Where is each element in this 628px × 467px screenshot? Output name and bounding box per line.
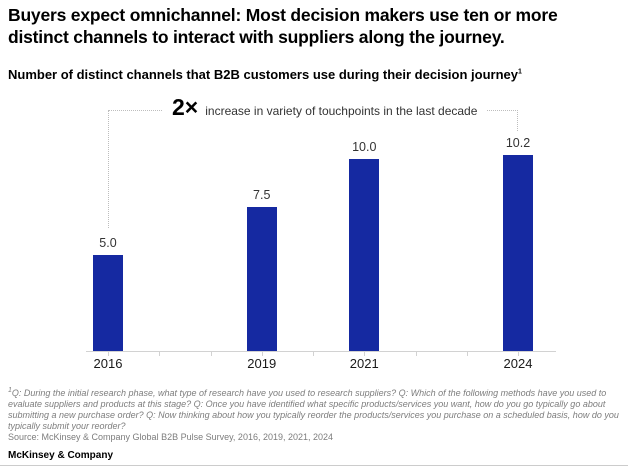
footnote: 1Q: During the initial research phase, w…	[8, 387, 622, 443]
chart-subtitle-text: Number of distinct channels that B2B cus…	[8, 67, 518, 82]
bar-value-2019: 7.5	[253, 188, 271, 202]
bar-2019	[246, 207, 277, 351]
axis-tick-2016	[108, 352, 109, 356]
year-label-2019: 2019	[247, 356, 277, 371]
bracket-left-drop-line	[108, 110, 109, 228]
axis-tick-2023	[466, 352, 468, 356]
axis-tick-2022	[415, 352, 417, 356]
bar-value-2016: 5.0	[99, 236, 117, 250]
page-title: Buyers expect omnichannel: Most decision…	[8, 5, 558, 47]
bottom-divider	[0, 465, 628, 466]
bar-2021	[349, 159, 380, 351]
bar-2016	[93, 255, 123, 351]
year-label-2016: 2016	[93, 356, 123, 371]
mckinsey-logo: McKinsey & Company	[8, 450, 114, 461]
axis-tick-2019	[261, 352, 263, 356]
chart-subtitle: Number of distinct channels that B2B cus…	[8, 67, 614, 82]
footnote-questions: 1Q: During the initial research phase, w…	[8, 387, 619, 431]
axis-tick-2021	[364, 352, 366, 356]
footnote-source: Source: McKinsey & Company Global B2B Pu…	[8, 431, 334, 442]
year-label-2024: 2024	[503, 356, 533, 371]
axis-tick-2017	[159, 352, 161, 356]
annotation-callout: 2× increase in variety of touchpoints in…	[163, 94, 487, 124]
year-label-2021: 2021	[349, 356, 379, 371]
bar-2024	[503, 155, 533, 351]
annotation-multiplier: 2×	[172, 94, 199, 120]
axis-tick-2024	[518, 352, 519, 356]
annotation-text: increase in variety of touchpoints in th…	[205, 104, 478, 118]
bracket-right-drop-line	[517, 110, 518, 131]
subtitle-footnote-marker: 1	[517, 68, 522, 76]
x-axis-line	[86, 351, 556, 352]
bar-value-2021: 10.0	[352, 140, 377, 154]
axis-tick-2018	[210, 352, 212, 356]
bar-value-2024: 10.2	[505, 136, 531, 150]
footnote-marker: 1	[8, 387, 12, 394]
axis-tick-2020	[313, 352, 314, 356]
